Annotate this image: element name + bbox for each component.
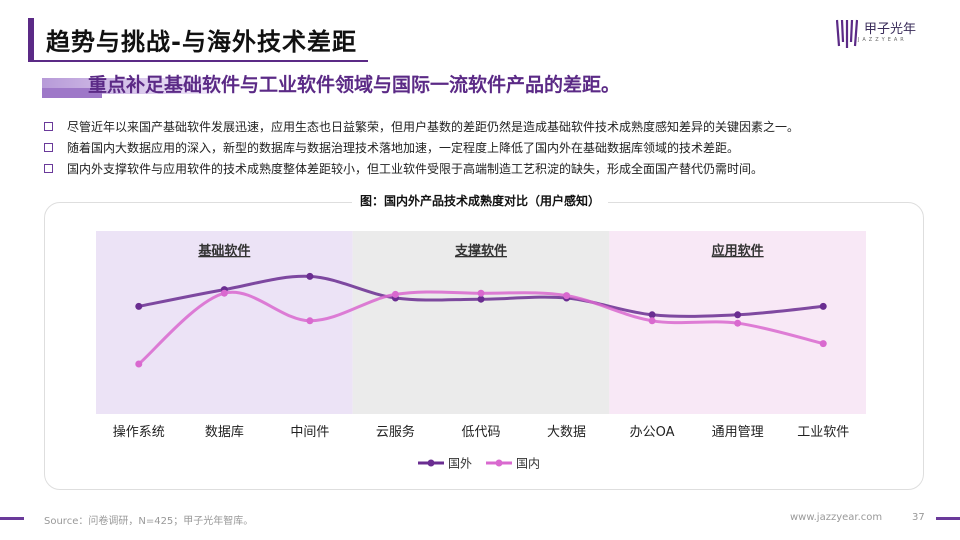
data-point [391,290,399,298]
data-point [477,295,485,303]
logo-mark-icon [836,19,858,48]
data-point [648,317,656,325]
data-point [648,311,656,319]
data-point [220,289,228,297]
footer-accent-left [0,517,24,520]
subtitle-decoration-accent [42,88,102,98]
page-number: 37 [912,512,925,523]
group-label: 支撑软件 [454,243,507,259]
x-tick-label: 中间件 [290,425,329,440]
x-tick-label: 工业软件 [797,425,849,440]
bullet-text: 国内外支撑软件与应用软件的技术成熟度整体差距较小，但工业软件受限于高端制造工艺积… [67,162,764,176]
data-point [135,360,143,368]
bullet-marker [44,143,53,152]
group-label: 应用软件 [712,243,764,259]
data-point [306,272,314,280]
data-point [819,302,827,310]
x-tick-label: 大数据 [547,425,586,440]
title-accent-bar [28,18,34,60]
legend-label: 国内 [516,457,540,471]
chart-title-wrap: 图：国内外产品技术成熟度对比（用户感知） [0,192,960,209]
x-tick-label: 数据库 [205,424,244,440]
footer-accent-right [936,517,960,520]
page-title: 趋势与挑战-与海外技术差距 [46,28,357,56]
bullet-text: 随着国内大数据应用的深入，新型的数据库与数据治理技术落地加速，一定程度上降低了国… [67,141,740,155]
group-band [352,231,610,414]
group-label: 基础软件 [197,243,250,259]
logo-subtext: JAZZYEAR [858,37,907,43]
data-point [734,311,742,319]
bullet-item: 随着国内大数据应用的深入，新型的数据库与数据治理技术落地加速，一定程度上降低了国… [44,137,924,158]
data-point [306,317,314,325]
x-tick-label: 通用管理 [712,425,764,440]
chart-title: 图：国内外产品技术成熟度对比（用户感知） [351,194,608,208]
bullet-marker [44,164,53,173]
x-tick-label: 办公OA [630,425,675,440]
x-tick-label: 低代码 [461,425,500,440]
bullet-item: 尽管近年以来国产基础软件发展迅速，应用生态也日益繁荣，但用户基数的差距仍然是造成… [44,116,924,137]
bullet-item: 国内外支撑软件与应用软件的技术成熟度整体差距较小，但工业软件受限于高端制造工艺积… [44,158,924,179]
website-url: www.jazzyear.com [790,512,883,523]
brand-logo: 甲子光年 JAZZYEAR [836,18,916,48]
bullet-list: 尽管近年以来国产基础软件发展迅速，应用生态也日益繁荣，但用户基数的差距仍然是造成… [44,116,924,179]
title-underline [28,60,368,62]
x-tick-label: 云服务 [376,424,415,440]
data-point [563,292,571,300]
source-note: Source：问卷调研，N=425；甲子光年智库。 [44,516,254,527]
logo-text: 甲子光年 [864,22,917,37]
subtitle: 重点补足基础软件与工业软件领域与国际一流软件产品的差距。 [88,74,621,96]
data-point [734,319,742,327]
legend-swatch-dot [495,459,503,467]
bullet-text: 尽管近年以来国产基础软件发展迅速，应用生态也日益繁荣，但用户基数的差距仍然是造成… [67,120,800,134]
data-point [819,340,827,348]
x-tick-label: 操作系统 [113,424,165,440]
bullet-marker [44,122,53,131]
data-point [477,289,485,297]
legend-label: 国外 [448,457,472,471]
data-point [135,302,143,310]
legend-swatch-dot [427,459,435,467]
